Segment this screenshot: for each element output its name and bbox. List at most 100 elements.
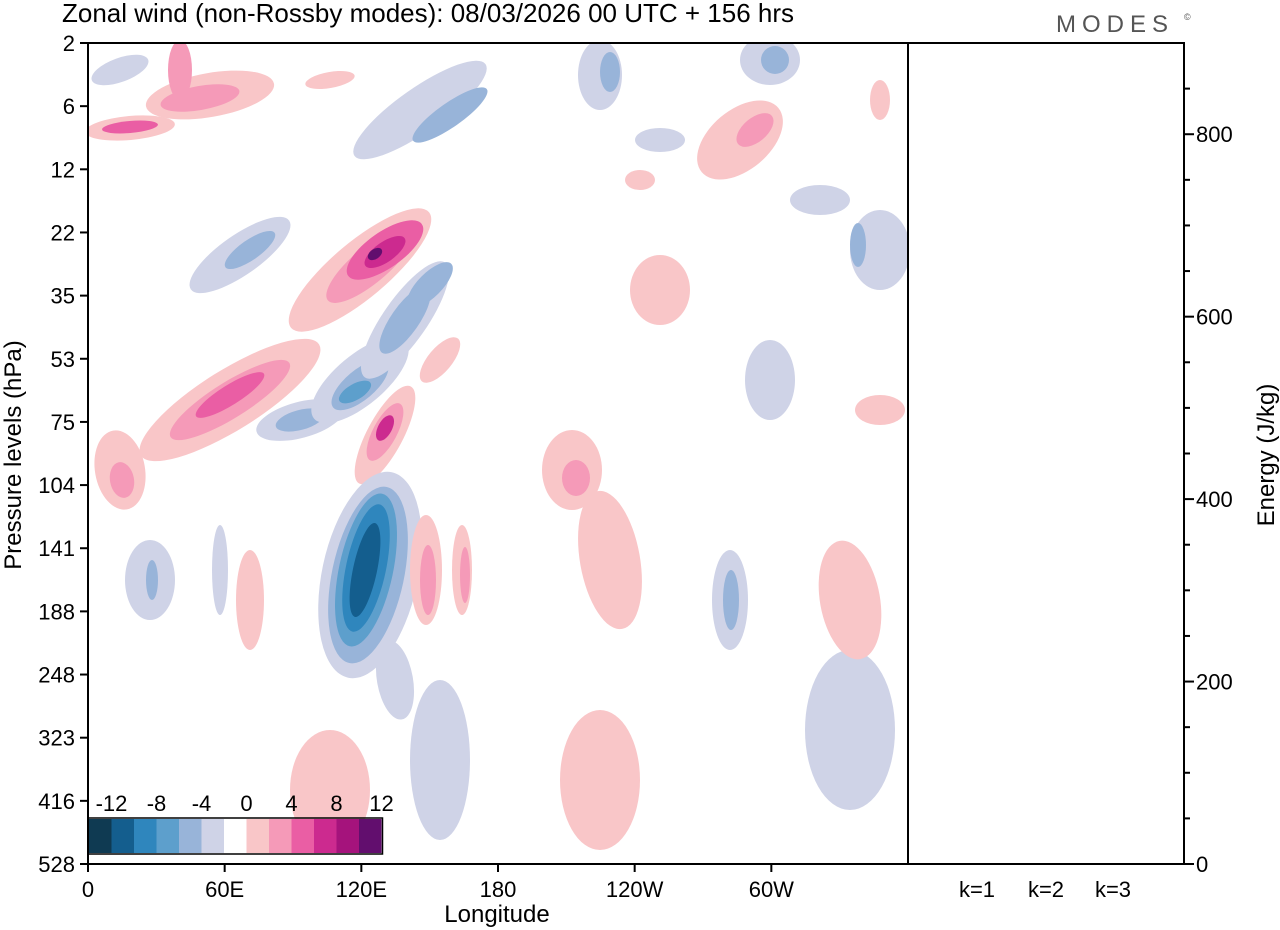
energy-category-label: k=3 [1095,877,1131,902]
y-tick-label: 323 [38,726,75,751]
wind-contour [102,120,158,134]
wind-contour [761,46,789,74]
energy-bar [1091,863,1135,865]
wind-contour [367,247,383,261]
colorbar-swatch [291,819,314,853]
y-tick-label: 416 [38,789,75,814]
y-tick-label: 104 [38,473,75,498]
x-axis: 0 60E 120E 180 120W 60W [82,864,794,902]
wind-contour [736,113,774,147]
wind-contour [146,560,158,600]
y-tick-label: 528 [38,852,75,877]
wind-contour [419,337,461,383]
energy-tick-label: 800 [1196,122,1233,147]
y-axis: 2 6 12 22 35 53 75 104 141 188 248 323 416 528 [38,31,88,877]
colorbar-swatch [156,819,179,853]
colorbar-swatch [111,819,134,853]
y-tick-label: 12 [51,157,75,182]
wind-contour [625,170,655,190]
colorbar-label: 8 [330,791,342,816]
x-tick-label: 120W [606,877,664,902]
wind-contour [224,230,276,270]
x-tick-label: 180 [480,877,517,902]
wind-contour [818,540,882,660]
energy-categories: k=1 k=2 k=3 [959,877,1131,902]
wind-contour [212,525,228,615]
colorbar-frame [87,817,384,855]
wind-contour [305,71,355,89]
wind-contour [790,185,850,215]
x-tick-label: 0 [82,877,94,902]
colorbar-swatch [179,819,202,853]
wind-contour [578,490,642,630]
colorbar-label: -4 [192,791,212,816]
wind-contour [375,640,415,720]
wind-contour [91,54,149,86]
wind-contour [236,550,264,650]
colorbar-swatch [89,819,112,853]
wind-contour [562,460,590,496]
wind-contours [88,43,908,850]
wind-contour [635,128,685,152]
y-tick-label: 188 [38,599,75,624]
y-axis-label: Pressure levels (hPa) [0,340,27,569]
x-axis-label: Longitude [444,901,549,928]
energy-bar [1024,863,1068,865]
colorbar-label: 12 [369,791,393,816]
wind-contour [109,462,135,498]
y-tick-label: 2 [63,31,75,56]
wind-contour [723,570,739,630]
wind-contour [412,87,488,143]
colorbar-swatch [269,819,292,853]
wind-contour [420,545,436,615]
logo-mark: © [1184,12,1191,22]
energy-axis: 0 200 400 600 800 [1184,87,1233,877]
colorbar: -12 -8 -4 0 4 8 12 [87,791,394,855]
energy-bars [955,863,1135,865]
energy-category-label: k=2 [1028,877,1064,902]
x-tick-label: 60W [749,877,794,902]
wind-contour [460,547,470,603]
y-tick-label: 53 [51,347,75,372]
wind-contour [407,262,453,308]
colorbar-swatch [359,819,382,853]
x-tick-label: 120E [336,877,387,902]
energy-tick-label: 600 [1196,305,1233,330]
energy-tick-label: 200 [1196,670,1233,695]
energy-axis-label: Energy (J/kg) [1253,384,1280,527]
colorbar-swatch [224,819,247,853]
wind-contour [560,710,640,850]
energy-bar [955,863,999,865]
wind-contour [349,522,381,618]
colorbar-swatch [314,819,337,853]
heatmap-panel [88,43,908,864]
energy-tick-label: 400 [1196,487,1233,512]
wind-contour [870,80,890,120]
wind-contour [600,52,620,92]
y-tick-label: 248 [38,663,75,688]
y-tick-label: 141 [38,536,75,561]
chart-title: Zonal wind (non-Rossby modes): 08/03/202… [62,0,794,28]
y-tick-label: 35 [51,284,75,309]
energy-tick-label: 0 [1196,852,1208,877]
modes-logo: MODES [1056,11,1174,38]
y-tick-label: 75 [51,410,75,435]
colorbar-swatch [201,819,224,853]
wind-contour [850,223,866,267]
colorbar-swatch [246,819,269,853]
colorbar-swatch [134,819,157,853]
colorbar-label: -12 [96,791,128,816]
y-tick-label: 6 [63,94,75,119]
colorbar-label: 0 [240,791,252,816]
wind-contour [168,43,192,100]
colorbar-label: 4 [285,791,297,816]
energy-category-label: k=1 [959,877,995,902]
wind-contour [195,372,265,418]
wind-contour [855,395,905,425]
wind-contour [364,235,406,269]
x-tick-label: 60E [205,877,244,902]
wind-contour [850,210,908,290]
colorbar-swatch [336,819,359,853]
wind-contour [410,680,470,840]
